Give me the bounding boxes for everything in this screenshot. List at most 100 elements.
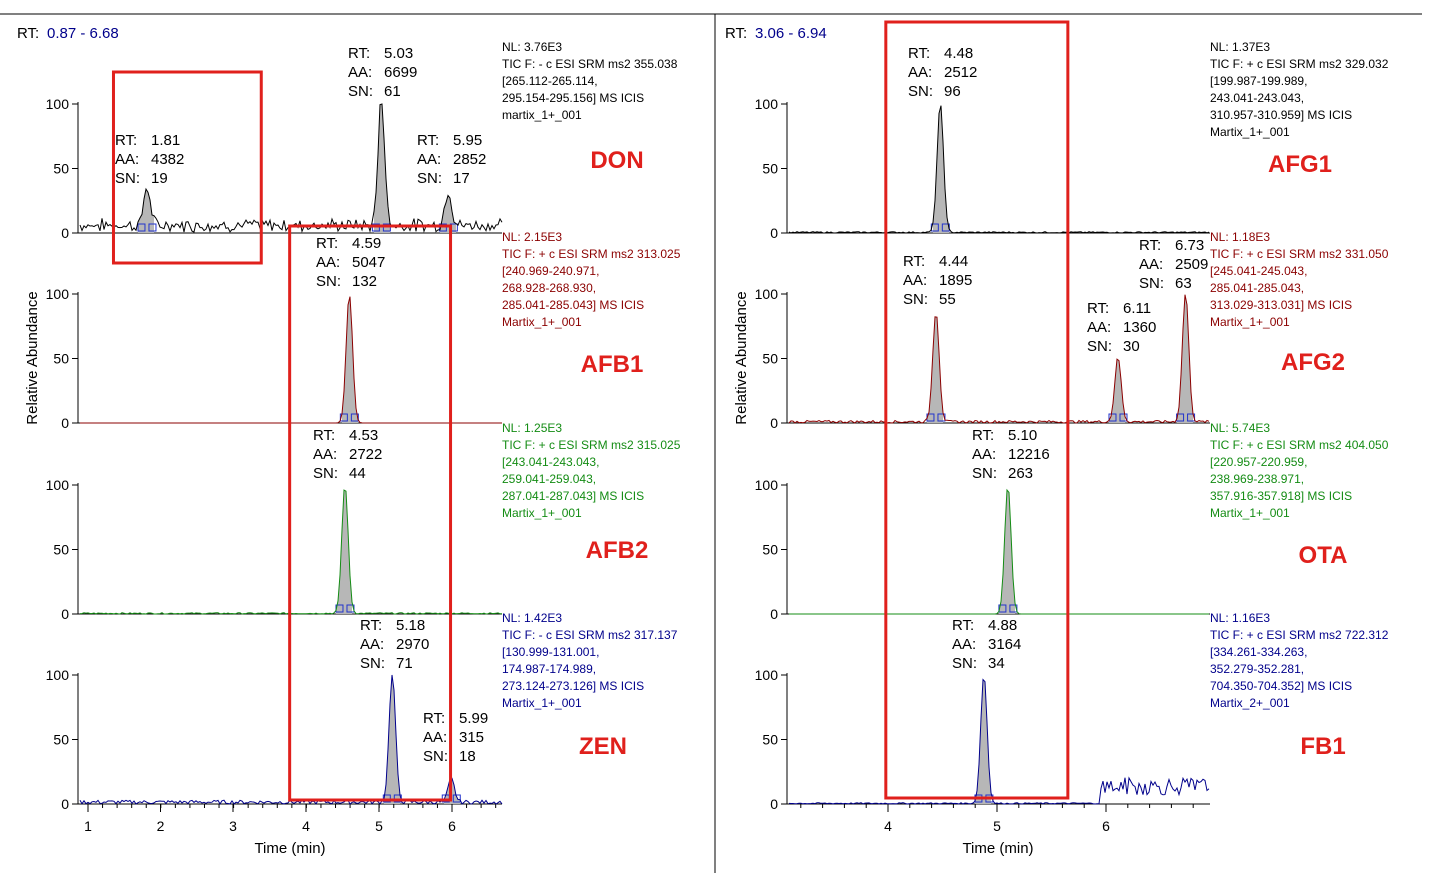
trace-row-afb2: 0 50 100 RT: 4.53 AA: 2722 SN: 44 NL: 1.25E3 TI… — [46, 421, 681, 622]
y-tick-label: 0 — [770, 415, 778, 431]
rt-range-value: 0.87 - 6.68 — [47, 25, 119, 42]
y-tick-label: 50 — [762, 161, 778, 177]
method-line: martix_1+_001 — [502, 108, 582, 122]
rt-range-label: RT: — [725, 25, 747, 42]
peak-rt-label: RT: — [1139, 237, 1161, 254]
trace-row-fb1: 0 50 100 RT: 4.88 AA: 3164 SN: 34 NL: 1.16E3 TI… — [755, 611, 1389, 812]
y-tick-label: 50 — [762, 542, 778, 558]
method-line: [334.261-334.263, — [1210, 645, 1307, 659]
method-line: [199.987-199.989, — [1210, 74, 1307, 88]
normalization-level: NL: 2.15E3 — [502, 230, 562, 244]
peak-sn-label: SN: — [1139, 275, 1164, 292]
peak-rt-value: 4.88 — [988, 617, 1017, 634]
peak-rt-label: RT: — [1087, 300, 1109, 317]
analyte-label: AFB1 — [581, 351, 644, 378]
method-line: [220.957-220.959, — [1210, 455, 1307, 469]
peak-rt-label: RT: — [952, 617, 974, 634]
rt-range-header: RT: 3.06 - 6.94 — [725, 25, 827, 42]
y-tick-label: 100 — [755, 667, 779, 683]
peak-area — [933, 105, 949, 233]
peak-aa-value: 2722 — [349, 446, 382, 463]
peak-area — [384, 675, 400, 804]
y-tick-label: 100 — [46, 477, 70, 493]
peak-aa-value: 2852 — [453, 151, 486, 168]
method-line: [245.041-245.043, — [1210, 264, 1307, 278]
peak-end-marker — [346, 604, 355, 613]
method-line: [265.112-265.114, — [502, 74, 598, 88]
peak-sn-value: 34 — [988, 655, 1005, 672]
peak-aa-label: AA: — [952, 636, 976, 653]
x-axis-label: Time (min) — [962, 840, 1033, 857]
peak-aa-value: 315 — [459, 729, 484, 746]
y-tick-label: 100 — [46, 96, 70, 112]
peak-start-marker — [1108, 413, 1117, 422]
peak-sn-value: 19 — [151, 170, 168, 187]
peak-end-marker — [452, 794, 461, 803]
highlight-box — [288, 224, 453, 802]
peak-aa-label: AA: — [115, 151, 139, 168]
peak-rt-value: 4.59 — [352, 235, 381, 252]
peak-annotation: RT: 5.18 AA: 2970 SN: 71 — [360, 617, 429, 672]
y-tick-label: 50 — [53, 542, 69, 558]
y-tick-label: 0 — [61, 225, 69, 241]
method-line: Martix_2+_001 — [1210, 696, 1290, 710]
peak-sn-value: 96 — [944, 83, 961, 100]
peak-area — [927, 316, 943, 423]
x-tick-label: 6 — [448, 818, 456, 834]
peak-annotation: RT: 5.95 AA: 2852 SN: 17 — [417, 132, 486, 187]
peak-sn-value: 55 — [939, 291, 956, 308]
peak-aa-value: 1895 — [939, 272, 972, 289]
y-axis-label: Relative Abundance — [24, 291, 41, 424]
method-line: 295.154-295.156] MS ICIS — [502, 91, 644, 105]
y-tick-label: 0 — [61, 415, 69, 431]
peak-annotation: RT: 6.11 AA: 1360 SN: 30 — [1087, 300, 1156, 355]
peak-rt-value: 6.11 — [1123, 300, 1151, 317]
x-tick-label: 4 — [884, 818, 892, 834]
method-line: Martix_1+_001 — [502, 506, 582, 520]
peak-rt-value: 6.73 — [1175, 237, 1204, 254]
peak-annotation: RT: 4.59 AA: 5047 SN: 132 — [316, 235, 385, 290]
peak-aa-value: 1360 — [1123, 319, 1156, 336]
peak-annotation: RT: 5.03 AA: 6699 SN: 61 — [348, 45, 417, 100]
peak-area — [374, 104, 390, 233]
peak-sn-label: SN: — [360, 655, 385, 672]
peak-aa-label: AA: — [360, 636, 384, 653]
analyte-label: DON — [590, 147, 643, 174]
peak-annotation: RT: 4.48 AA: 2512 SN: 96 — [908, 45, 977, 100]
peak-rt-label: RT: — [423, 710, 445, 727]
analyte-label: OTA — [1299, 542, 1348, 569]
method-line: [130.999-131.001, — [502, 645, 599, 659]
peak-sn-label: SN: — [903, 291, 928, 308]
method-line: TIC F: - c ESI SRM ms2 355.038 — [502, 57, 678, 71]
method-line: 352.279-352.281, — [1210, 662, 1304, 676]
method-line: 273.124-273.126] MS ICIS — [502, 679, 644, 693]
trace-line — [789, 488, 1209, 615]
peak-annotation: RT: 6.73 AA: 2509 SN: 63 — [1139, 237, 1208, 292]
method-line: Martix_1+_001 — [502, 696, 582, 710]
peak-rt-value: 1.81 — [151, 132, 180, 149]
peak-aa-label: AA: — [417, 151, 441, 168]
peak-aa-label: AA: — [903, 272, 927, 289]
y-tick-label: 50 — [762, 732, 778, 748]
method-line: 704.350-704.352] MS ICIS — [1210, 679, 1352, 693]
trace-row-zen: 0 50 100 RT: 5.18 AA: 2970 SN: 71 RT: 5.99 AA: … — [46, 611, 678, 812]
peak-annotation: RT: 5.10 AA: 12216 SN: 263 — [972, 427, 1050, 482]
x-tick-label: 5 — [993, 818, 1001, 834]
method-line: TIC F: + c ESI SRM ms2 404.050 — [1210, 438, 1389, 452]
trace-line — [788, 105, 1210, 234]
method-line: Martix_1+_001 — [1210, 125, 1290, 139]
peak-rt-label: RT: — [360, 617, 382, 634]
method-info: NL: 1.18E3 TIC F: + c ESI SRM ms2 331.050… — [1210, 230, 1389, 329]
peak-aa-label: AA: — [423, 729, 447, 746]
peak-sn-value: 44 — [349, 465, 366, 482]
peak-aa-value: 6699 — [384, 64, 417, 81]
y-tick-label: 0 — [770, 225, 778, 241]
peak-sn-label: SN: — [316, 273, 341, 290]
peak-rt-value: 5.18 — [396, 617, 425, 634]
peak-start-marker — [137, 223, 146, 232]
x-tick-label: 4 — [302, 818, 310, 834]
peak-annotation: RT: 4.53 AA: 2722 SN: 44 — [313, 427, 382, 482]
peak-sn-label: SN: — [313, 465, 338, 482]
method-line: TIC F: + c ESI SRM ms2 329.032 — [1210, 57, 1389, 71]
method-line: TIC F: - c ESI SRM ms2 317.137 — [502, 628, 678, 642]
